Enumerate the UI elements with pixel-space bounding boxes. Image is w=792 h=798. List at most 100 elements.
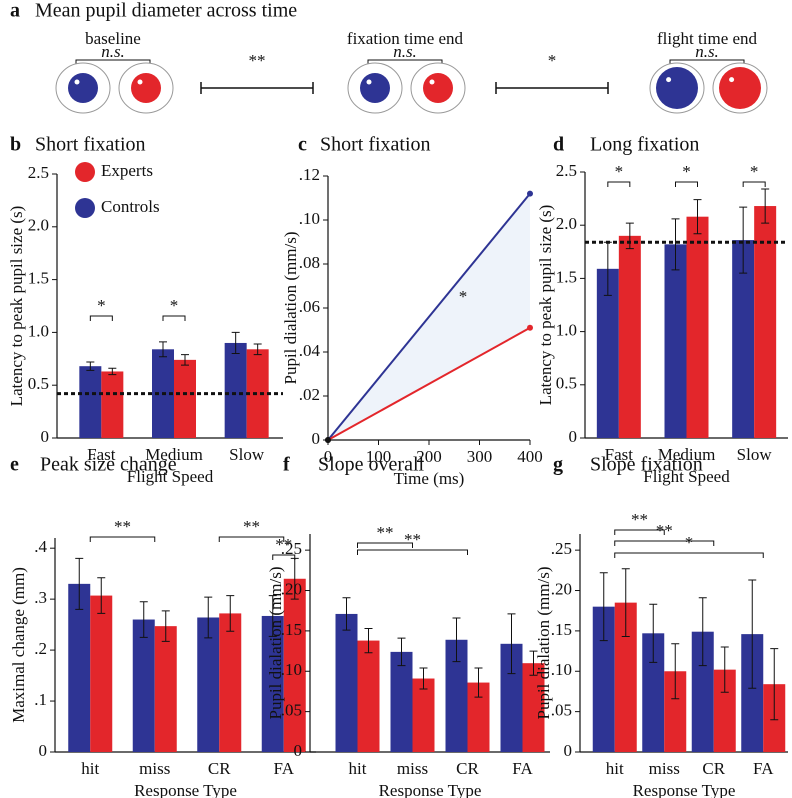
y-tick-label: 0.5: [556, 374, 577, 393]
note-bracket: [367, 59, 443, 65]
panel-label: a: [10, 0, 20, 22]
y-tick-label: .05: [551, 701, 572, 720]
point: [325, 437, 331, 443]
note-bracket: [75, 59, 151, 65]
pupil: [719, 67, 761, 109]
significance-label: *: [170, 296, 179, 315]
panel-label: f: [283, 454, 290, 476]
y-tick-label: 1.0: [556, 321, 577, 340]
point: [527, 324, 533, 331]
error-bar: [268, 595, 277, 637]
pupil: [423, 73, 453, 103]
y-tick-label: .06: [299, 297, 320, 316]
error-bar: [97, 577, 106, 614]
y-tick-label: .1: [34, 690, 47, 709]
error-bar: [761, 188, 770, 224]
y-tick-label: 2.0: [556, 214, 577, 233]
bar: [224, 342, 247, 438]
error-bar: [419, 667, 428, 690]
bar: [154, 626, 177, 752]
x-tick-label: hit: [606, 759, 624, 778]
significance-bracket: [89, 315, 113, 321]
panel-label: g: [553, 454, 563, 476]
bar: [79, 366, 102, 438]
y-tick-label: .10: [299, 209, 320, 228]
panel-label: d: [553, 134, 564, 156]
error-bar: [649, 603, 658, 663]
bar: [642, 633, 665, 752]
x-tick-label: Fast: [605, 445, 634, 464]
chart-title: Short fixation: [320, 134, 431, 156]
highlight: [729, 77, 735, 83]
bar: [68, 583, 91, 752]
significance-label: **: [404, 530, 421, 549]
significance-bracket: [162, 315, 186, 321]
stage-label: fixation time end: [347, 29, 464, 48]
y-tick-label: .20: [281, 579, 302, 598]
bar: [283, 578, 306, 752]
y-axis-label: Pupil dialation (mm/s): [534, 567, 553, 720]
significance-bracket: [357, 542, 413, 548]
bar: [596, 268, 619, 438]
y-tick-label: 0: [569, 427, 578, 446]
line: [327, 192, 531, 441]
bar: [500, 643, 523, 752]
stage-note: n.s.: [695, 42, 719, 61]
error-bar: [108, 367, 117, 376]
x-tick-label: Slow: [737, 445, 773, 464]
bar: [713, 669, 736, 752]
y-tick-label: .4: [34, 537, 47, 556]
significance-label: **: [243, 517, 260, 536]
y-tick-label: .3: [34, 588, 47, 607]
error-bar: [364, 627, 373, 654]
y-tick-label: 1.0: [28, 321, 49, 340]
x-tick-label: CR: [456, 759, 479, 778]
significance-bracket: [614, 529, 665, 535]
bar: [90, 595, 113, 752]
chart-title: Slope fixation: [590, 454, 703, 476]
significance-label: **: [656, 521, 673, 540]
y-tick-label: .15: [281, 620, 302, 639]
x-axis-label: Flight Speed: [643, 467, 730, 486]
x-tick-label: FA: [753, 759, 774, 778]
note-bracket: [669, 59, 745, 65]
significance-label: *: [750, 162, 759, 181]
significance-label: *: [682, 162, 691, 181]
pupil: [68, 73, 98, 103]
bar: [754, 206, 777, 438]
y-tick-label: .10: [281, 660, 302, 679]
y-tick-label: .08: [299, 253, 320, 272]
error-bar: [159, 341, 167, 358]
error-bar: [698, 597, 707, 667]
panel-label: c: [298, 134, 307, 156]
bar: [664, 671, 687, 752]
stage-note: n.s.: [393, 42, 417, 61]
point: [527, 190, 533, 197]
x-tick-label: 300: [467, 447, 493, 466]
legend-label: Controls: [101, 197, 160, 216]
pupil: [656, 67, 698, 109]
significance-bracket: [675, 181, 698, 187]
y-tick-label: 0: [294, 741, 303, 760]
significance-label: **: [114, 517, 131, 536]
x-tick-label: 200: [416, 447, 442, 466]
error-bar: [507, 613, 516, 675]
y-tick-label: 0: [39, 741, 48, 760]
panel-label: e: [10, 454, 19, 476]
error-bar: [253, 343, 262, 356]
error-bar: [231, 331, 240, 355]
significance-bracket: [607, 181, 631, 187]
error-bar: [671, 643, 680, 700]
significance-bracket: [742, 181, 766, 187]
pupil: [360, 73, 390, 103]
error-bar: [748, 579, 757, 689]
y-tick-label: .12: [299, 165, 320, 184]
y-tick-label: .20: [551, 579, 572, 598]
significance-bracket: [614, 552, 764, 558]
legend-swatch: [75, 198, 95, 218]
x-tick-label: Medium: [145, 445, 203, 464]
stage-label: flight time end: [657, 29, 758, 48]
comparison-line: [495, 82, 609, 94]
error-bar: [342, 597, 351, 631]
panel-title: Mean pupil diameter across time: [35, 0, 297, 22]
